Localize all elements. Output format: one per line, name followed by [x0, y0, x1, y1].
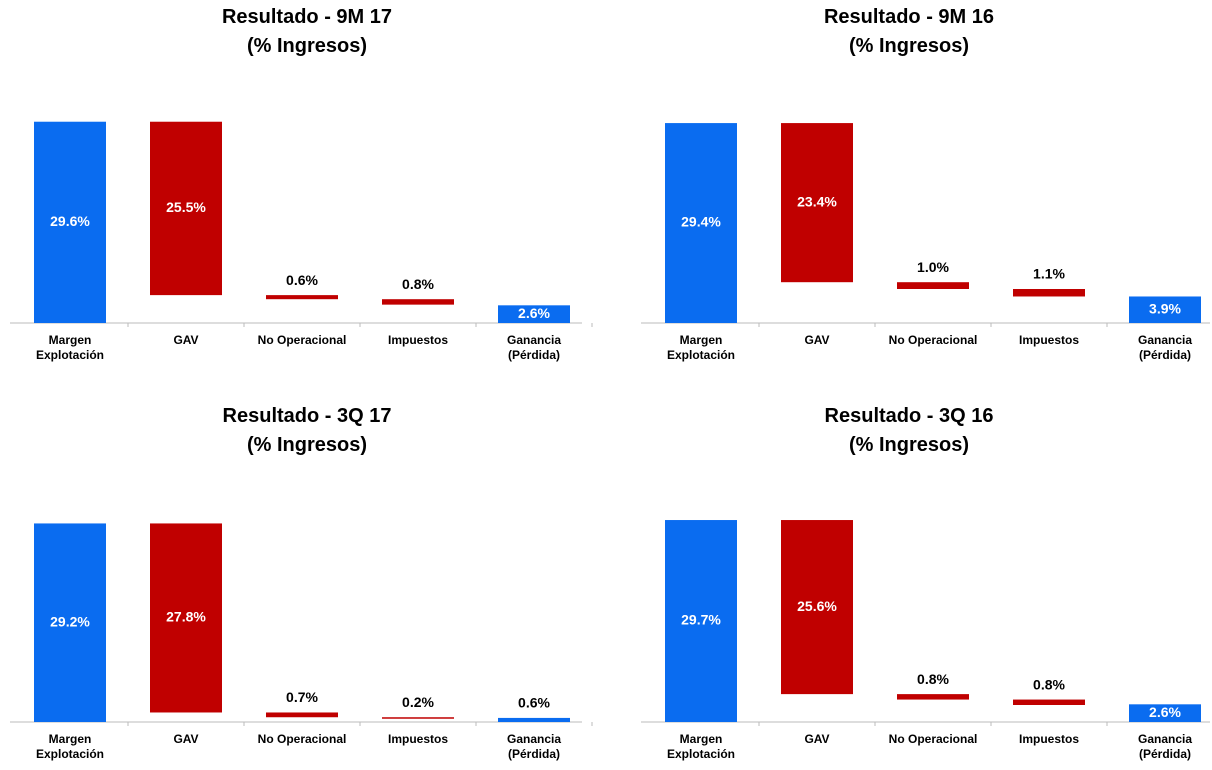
chart-title: Resultado - 3Q 16	[824, 405, 994, 427]
chart-plot: 29.7% 25.6% 0.8% 0.8% 2.6%	[641, 520, 1210, 726]
bar	[34, 121, 106, 323]
bar	[665, 520, 737, 722]
chart-subtitle: (% Ingresos)	[848, 434, 970, 456]
chart-title: Resultado - 9M 17	[221, 6, 393, 28]
bar	[897, 694, 969, 700]
value-label: 0.6%	[518, 695, 550, 711]
x-tick-label: Margen Explotación	[35, 333, 104, 362]
value-label: 29.7%	[681, 612, 721, 628]
x-tick-label: GAV	[173, 333, 199, 347]
bar	[150, 121, 222, 296]
x-tick-label: Ganancia (Pérdida)	[1137, 333, 1193, 362]
x-tick-label: Margen Explotación	[666, 732, 735, 761]
chart-plot: 29.6% 25.5% 0.6% 0.8% 2.6%	[10, 121, 593, 327]
chart-title: Resultado - 9M 16	[823, 6, 995, 28]
chart: 29.2% 27.8% 0.7% 0.2% 0.6% Resultado - 3Q 17 (…	[0, 385, 606, 770]
value-label: 27.8%	[166, 609, 206, 625]
chart: 29.7% 25.6% 0.8% 0.8% 2.6% Resultado - 3Q 16 (…	[606, 385, 1212, 770]
bar	[665, 123, 737, 323]
value-label: 29.6%	[50, 213, 90, 229]
x-tick-label: Ganancia (Pérdida)	[506, 333, 562, 362]
value-label: 0.8%	[1033, 676, 1065, 692]
x-tick-label: Impuestos	[387, 333, 448, 347]
x-tick-label: GAV	[173, 732, 199, 746]
value-label: 3.9%	[1149, 300, 1181, 316]
x-tick-label: Margen Explotación	[666, 333, 735, 362]
value-label: 0.8%	[402, 276, 434, 292]
bar	[382, 717, 454, 719]
x-tick-label: No Operacional	[888, 732, 978, 746]
x-tick-label: No Operacional	[257, 333, 347, 347]
x-tick-label: Impuestos	[387, 732, 448, 746]
value-label: 1.0%	[917, 259, 949, 275]
x-tick-label: No Operacional	[257, 732, 347, 746]
x-tick-label: GAV	[804, 333, 830, 347]
chart-plot: 29.2% 27.8% 0.7% 0.2% 0.6%	[10, 523, 593, 726]
bar	[897, 282, 969, 289]
bar	[498, 305, 570, 323]
value-label: 0.6%	[286, 272, 318, 288]
value-label: 0.7%	[286, 689, 318, 705]
x-tick-label: Impuestos	[1018, 333, 1079, 347]
bar	[781, 123, 853, 283]
value-label: 2.6%	[518, 305, 550, 321]
bar	[382, 299, 454, 305]
x-tick-label: GAV	[804, 732, 830, 746]
value-label: 2.6%	[1149, 704, 1181, 720]
value-label: 25.6%	[797, 598, 837, 614]
value-label: 23.4%	[797, 193, 837, 209]
x-tick-label: Ganancia (Pérdida)	[506, 732, 562, 761]
bar	[150, 523, 222, 713]
chart-subtitle: (% Ingresos)	[246, 35, 368, 57]
x-tick-label: Impuestos	[1018, 732, 1079, 746]
bar	[1129, 704, 1201, 722]
x-tick-label: Margen Explotación	[35, 732, 104, 761]
bar	[1013, 699, 1085, 705]
value-label: 29.4%	[681, 214, 721, 230]
chart: 29.6% 25.5% 0.6% 0.8% 2.6% Resultado - 9M 17 (…	[0, 0, 606, 385]
x-tick-label: Ganancia (Pérdida)	[1137, 732, 1193, 761]
value-label: 0.2%	[402, 694, 434, 710]
value-label: 1.1%	[1033, 266, 1065, 282]
x-tick-label: No Operacional	[888, 333, 978, 347]
chart-subtitle: (% Ingresos)	[246, 434, 368, 456]
value-label: 25.5%	[166, 199, 206, 215]
bar	[266, 295, 338, 300]
bar	[34, 523, 106, 722]
value-label: 0.8%	[917, 671, 949, 687]
bar	[781, 520, 853, 695]
value-label: 29.2%	[50, 613, 90, 629]
chart-plot: 29.4% 23.4% 1.0% 1.1% 3.9%	[641, 123, 1210, 327]
bar	[498, 717, 570, 722]
bar	[1129, 296, 1201, 323]
chart-title: Resultado - 3Q 17	[222, 405, 392, 427]
bar	[1013, 289, 1085, 297]
chart: 29.4% 23.4% 1.0% 1.1% 3.9% Resultado - 9M 16 (…	[606, 0, 1212, 385]
chart-subtitle: (% Ingresos)	[848, 35, 970, 57]
bar	[266, 712, 338, 718]
